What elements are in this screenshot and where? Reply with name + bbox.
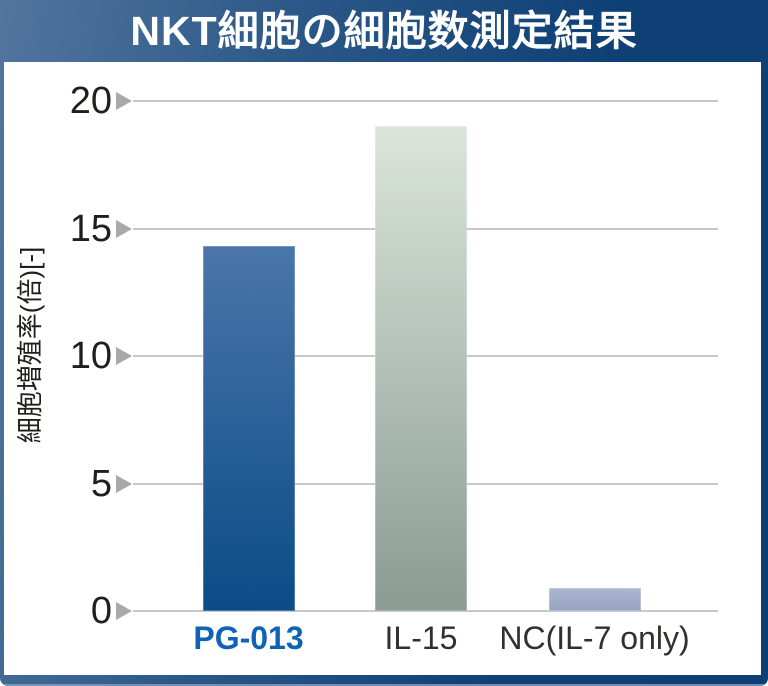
x-category-label: NC(IL-7 only) <box>499 620 690 656</box>
bar-pg-013 <box>202 246 295 611</box>
x-category-label: IL-15 <box>384 620 458 656</box>
y-tick-label: 5 <box>90 462 112 505</box>
bottom-edge-highlight <box>0 684 768 686</box>
tick-arrow-icon <box>116 92 132 110</box>
y-tick-label: 20 <box>69 80 112 122</box>
plot-area: 細胞増殖率(倍)[-] 20 15 10 5 0 PG-013 IL-15 NC(IL-7 o… <box>4 62 761 675</box>
gridline <box>133 610 718 612</box>
bar-il-15 <box>375 126 467 611</box>
tick-arrow-icon <box>116 347 132 365</box>
bar-nc-il-7-only <box>548 588 641 611</box>
y-tick-label: 0 <box>90 590 112 632</box>
tick-arrow-icon <box>116 219 132 238</box>
tick-arrow-icon <box>116 474 132 493</box>
x-category-label: PG-013 <box>193 620 304 656</box>
title-bar: NKT細胞の細胞数測定結果 <box>0 0 768 62</box>
y-tick-label: 15 <box>69 207 112 250</box>
chart-title: NKT細胞の細胞数測定結果 <box>130 7 638 54</box>
tick-arrow-icon <box>116 602 132 620</box>
gridline <box>133 100 718 102</box>
y-tick-label: 10 <box>69 335 112 377</box>
chart-panel: 細胞増殖率(倍)[-] 20 15 10 5 0 PG-013 IL-15 NC(IL-7 o… <box>4 62 761 675</box>
